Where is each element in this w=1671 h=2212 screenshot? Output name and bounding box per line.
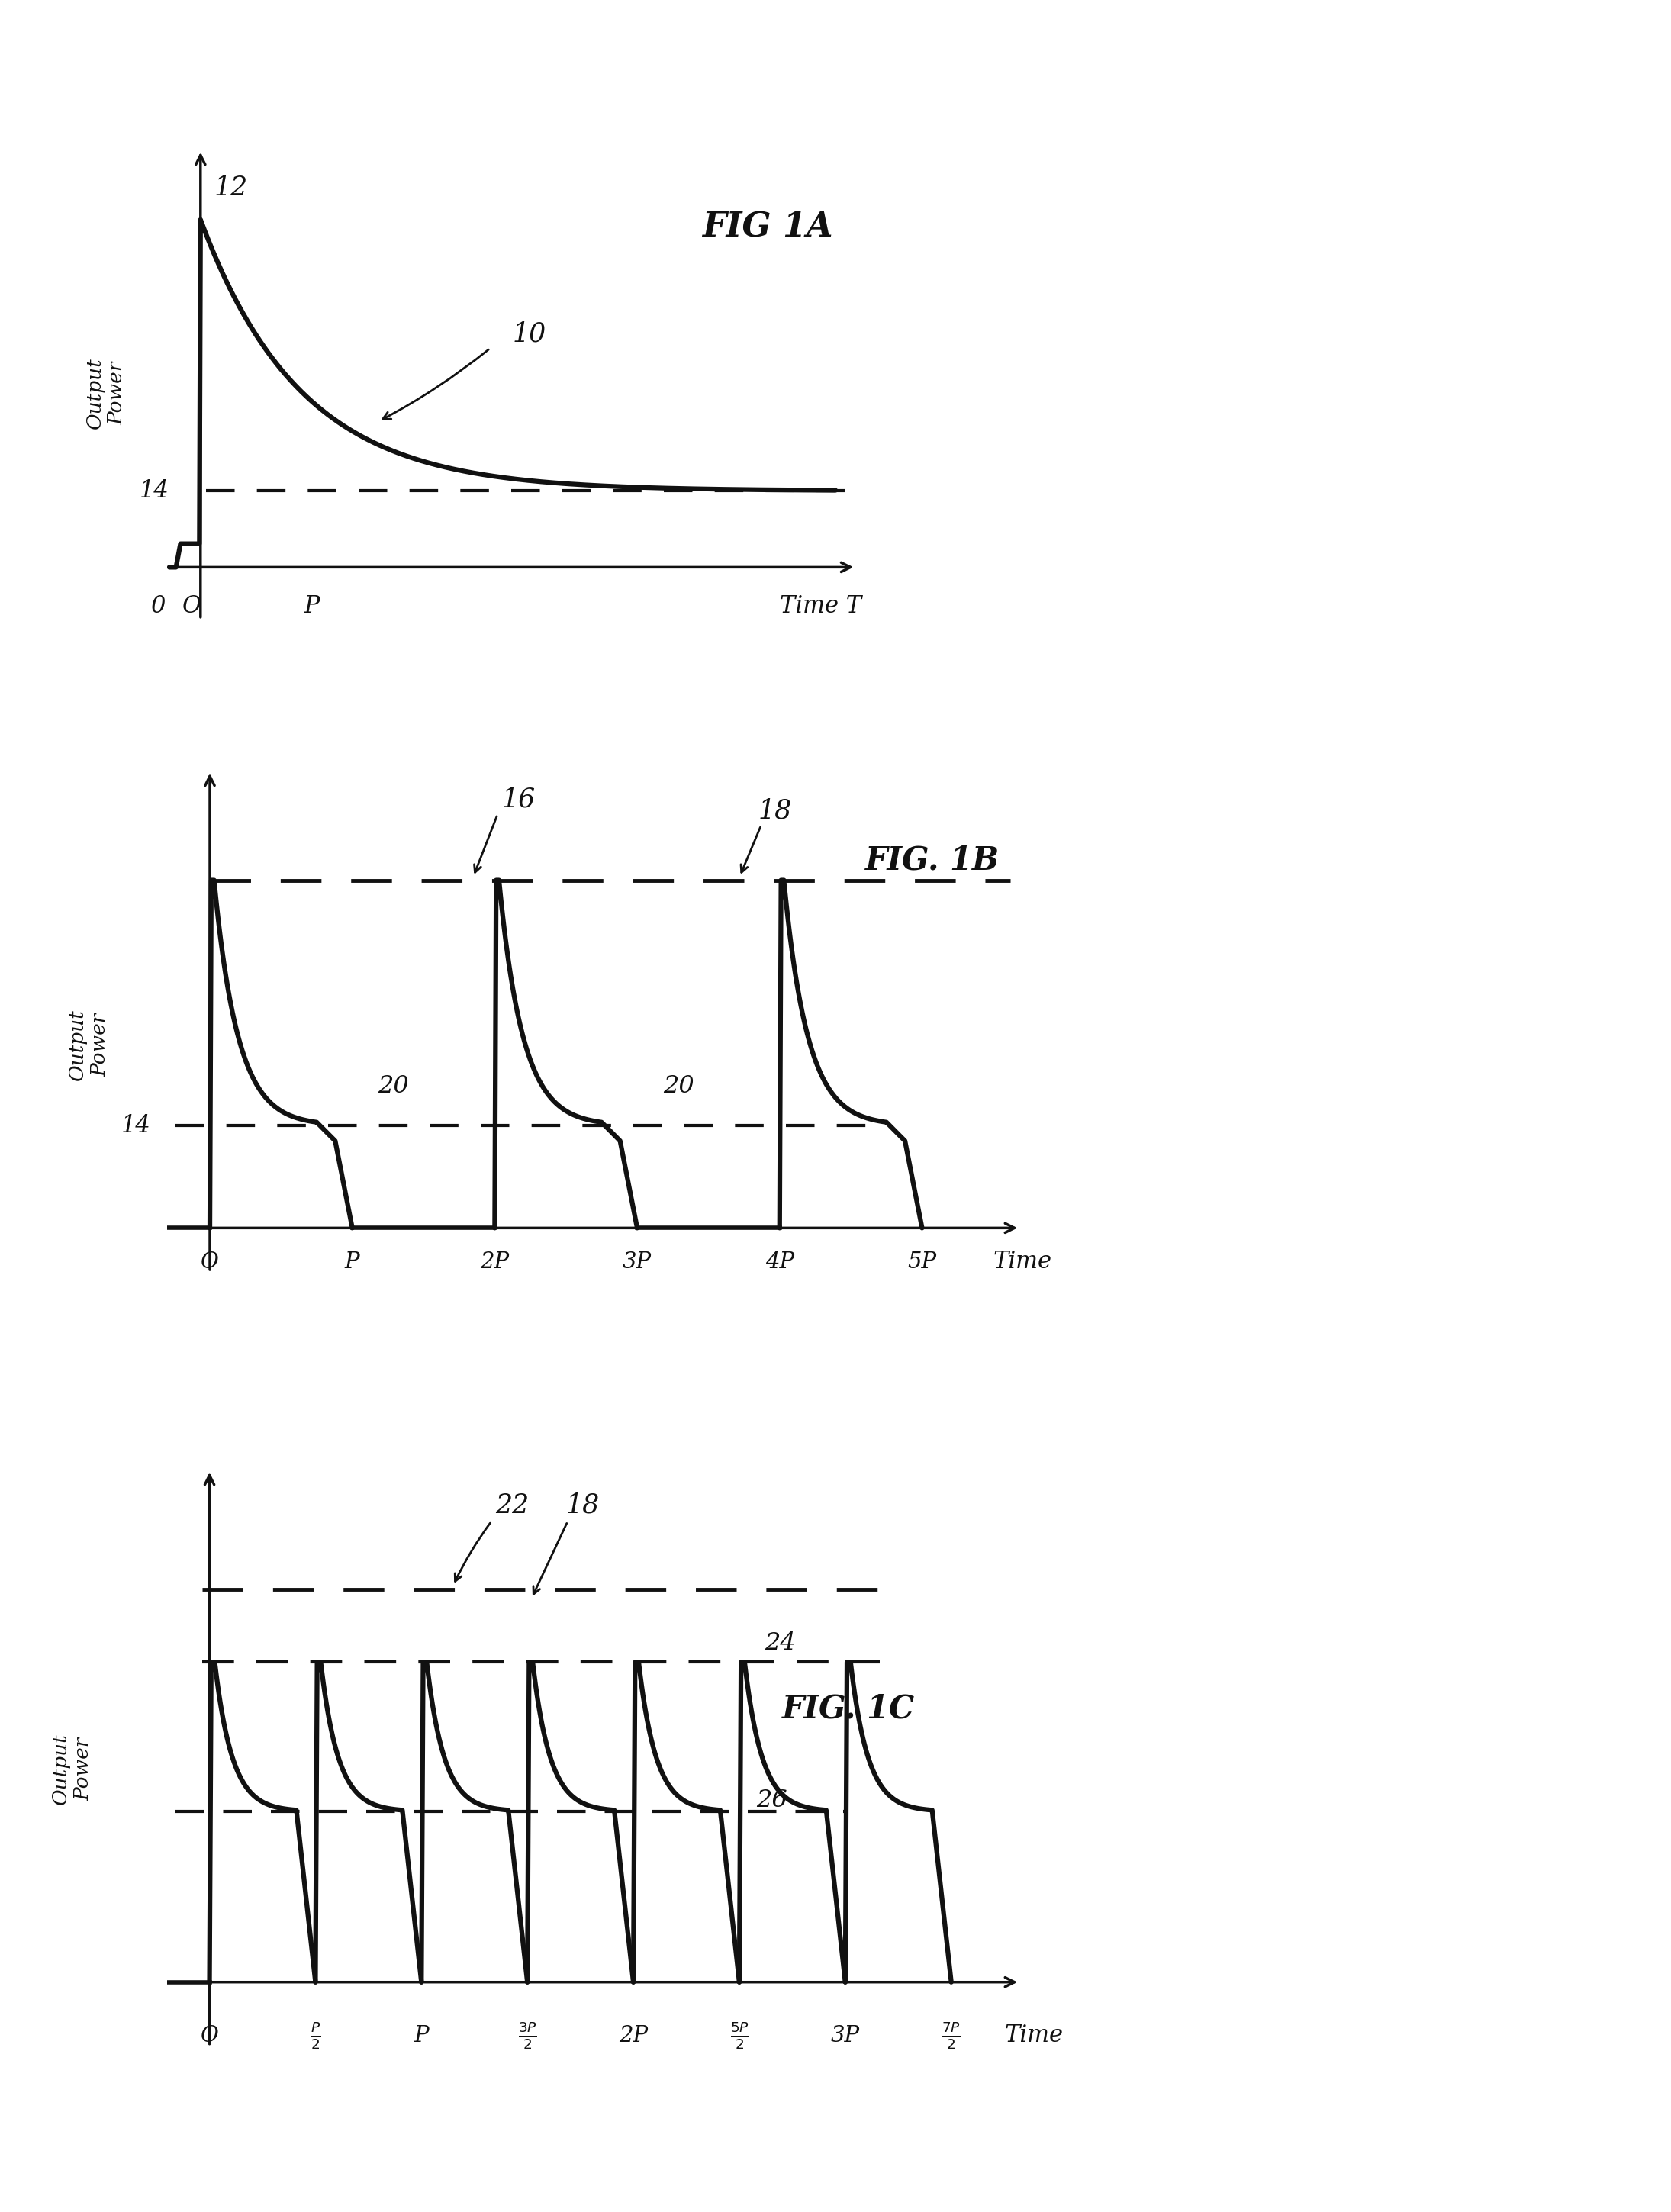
Text: 10: 10 — [513, 321, 546, 347]
Text: 2P: 2P — [618, 2024, 648, 2046]
Text: Time: Time — [993, 1250, 1053, 1274]
Text: P: P — [344, 1252, 359, 1272]
Text: $\frac{P}{2}$: $\frac{P}{2}$ — [311, 2020, 321, 2051]
Text: 12: 12 — [214, 175, 247, 201]
Text: O: O — [201, 2024, 219, 2046]
Text: 26: 26 — [757, 1790, 787, 1812]
Text: 5P: 5P — [907, 1252, 937, 1272]
Text: 18: 18 — [565, 1493, 600, 1517]
Text: 14: 14 — [139, 480, 169, 502]
Text: $\frac{7P}{2}$: $\frac{7P}{2}$ — [942, 2020, 961, 2051]
Text: 2P: 2P — [480, 1252, 510, 1272]
Text: $\frac{5P}{2}$: $\frac{5P}{2}$ — [730, 2020, 749, 2051]
Text: 20: 20 — [378, 1075, 409, 1097]
Text: FIG. 1B: FIG. 1B — [866, 845, 999, 876]
Text: Output
Power: Output Power — [52, 1732, 92, 1805]
Text: Time T: Time T — [780, 595, 862, 617]
Text: $\frac{3P}{2}$: $\frac{3P}{2}$ — [518, 2020, 536, 2051]
Text: 0: 0 — [150, 595, 165, 617]
Text: 16: 16 — [501, 787, 536, 812]
Text: O: O — [201, 1252, 219, 1272]
Text: P: P — [414, 2024, 429, 2046]
Text: Time: Time — [1004, 2024, 1063, 2046]
Text: P: P — [304, 595, 319, 617]
Text: 14: 14 — [122, 1113, 150, 1137]
Text: 24: 24 — [765, 1630, 795, 1655]
Text: Output
Power: Output Power — [85, 358, 127, 429]
Text: 3P: 3P — [830, 2024, 861, 2046]
Text: Output
Power: Output Power — [69, 1009, 109, 1082]
Text: 4P: 4P — [765, 1252, 794, 1272]
Text: FIG 1A: FIG 1A — [702, 210, 832, 243]
Text: 18: 18 — [759, 796, 792, 823]
Text: 3P: 3P — [623, 1252, 652, 1272]
Text: O: O — [182, 595, 201, 617]
Text: FIG. 1C: FIG. 1C — [782, 1692, 914, 1725]
Text: 20: 20 — [663, 1075, 693, 1097]
Text: 22: 22 — [496, 1493, 530, 1517]
